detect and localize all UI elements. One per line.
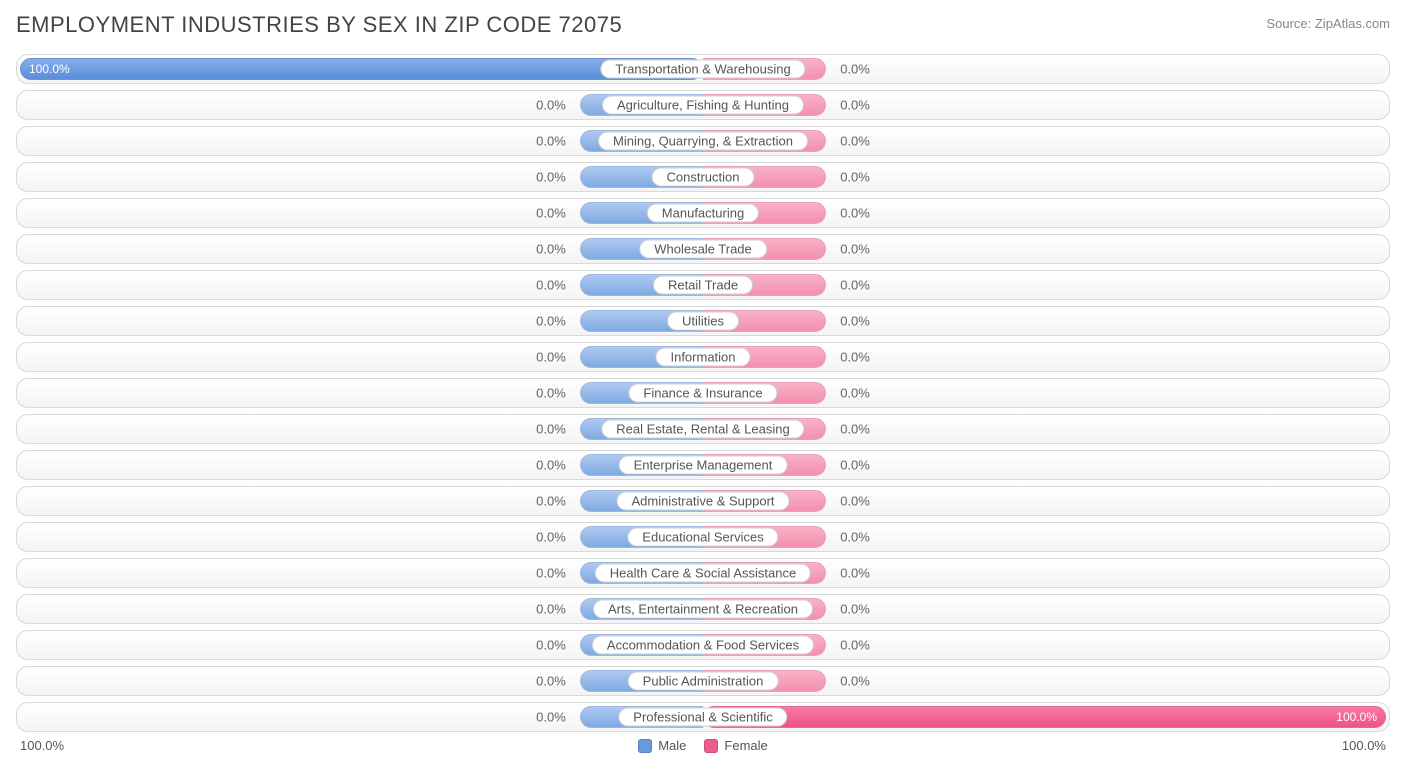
chart-row: 0.0% 0.0% Wholesale Trade [16,234,1390,264]
male-value: 0.0% [536,386,566,401]
male-value: 0.0% [536,134,566,149]
category-label: Real Estate, Rental & Leasing [601,420,804,439]
axis-left-label: 100.0% [20,738,64,753]
female-value: 0.0% [840,494,870,509]
female-bar: 100.0% [703,706,1386,728]
male-value: 0.0% [536,314,566,329]
chart-container: EMPLOYMENT INDUSTRIES BY SEX IN ZIP CODE… [0,0,1406,761]
chart-row: 0.0% 0.0% Public Administration [16,666,1390,696]
chart-row: 0.0% 0.0% Retail Trade [16,270,1390,300]
chart-footer: 100.0% Male Female 100.0% [16,738,1390,753]
male-value: 0.0% [536,170,566,185]
category-label: Agriculture, Fishing & Hunting [602,96,804,115]
category-label: Accommodation & Food Services [592,636,814,655]
female-value: 0.0% [840,314,870,329]
category-label: Information [655,348,750,367]
male-value: 0.0% [536,638,566,653]
male-value: 0.0% [536,242,566,257]
female-value: 0.0% [840,674,870,689]
female-value: 0.0% [840,530,870,545]
category-label: Arts, Entertainment & Recreation [593,600,813,619]
axis-right-label: 100.0% [1342,738,1386,753]
male-value: 0.0% [536,602,566,617]
male-value: 100.0% [29,62,70,76]
legend-female-label: Female [724,738,767,753]
chart-row: 0.0% 0.0% Health Care & Social Assistance [16,558,1390,588]
chart-area: 100.0% 0.0% Transportation & Warehousing 0.… [16,54,1390,732]
female-value: 0.0% [840,350,870,365]
category-label: Utilities [667,312,739,331]
chart-row: 0.0% 0.0% Arts, Entertainment & Recreation [16,594,1390,624]
male-value: 0.0% [536,206,566,221]
female-value: 0.0% [840,638,870,653]
female-value: 0.0% [840,458,870,473]
chart-row: 0.0% 0.0% Utilities [16,306,1390,336]
chart-row: 0.0% 100.0% Professional & Scientific [16,702,1390,732]
legend-male: Male [638,738,686,753]
category-label: Retail Trade [653,276,753,295]
category-label: Finance & Insurance [628,384,777,403]
chart-row: 0.0% 0.0% Mining, Quarrying, & Extraction [16,126,1390,156]
category-label: Wholesale Trade [639,240,767,259]
category-label: Construction [652,168,755,187]
chart-row: 0.0% 0.0% Manufacturing [16,198,1390,228]
category-label: Transportation & Warehousing [600,60,805,79]
female-value: 0.0% [840,422,870,437]
category-label: Mining, Quarrying, & Extraction [598,132,808,151]
female-value: 0.0% [840,602,870,617]
chart-row: 0.0% 0.0% Information [16,342,1390,372]
category-label: Enterprise Management [619,456,788,475]
chart-row: 0.0% 0.0% Construction [16,162,1390,192]
chart-title: EMPLOYMENT INDUSTRIES BY SEX IN ZIP CODE… [16,12,622,38]
male-value: 0.0% [536,422,566,437]
male-value: 0.0% [536,710,566,725]
category-label: Manufacturing [647,204,759,223]
category-label: Administrative & Support [616,492,789,511]
female-value: 0.0% [840,62,870,77]
male-value: 0.0% [536,494,566,509]
chart-row: 100.0% 0.0% Transportation & Warehousing [16,54,1390,84]
legend: Male Female [638,738,768,753]
chart-row: 0.0% 0.0% Accommodation & Food Services [16,630,1390,660]
legend-male-label: Male [658,738,686,753]
category-label: Professional & Scientific [618,708,787,727]
female-value: 0.0% [840,242,870,257]
female-value: 0.0% [840,134,870,149]
male-value: 0.0% [536,458,566,473]
male-value: 0.0% [536,530,566,545]
male-value: 0.0% [536,278,566,293]
female-value: 0.0% [840,98,870,113]
chart-row: 0.0% 0.0% Real Estate, Rental & Leasing [16,414,1390,444]
header: EMPLOYMENT INDUSTRIES BY SEX IN ZIP CODE… [16,12,1390,38]
female-value: 0.0% [840,386,870,401]
male-value: 0.0% [536,566,566,581]
male-value: 0.0% [536,350,566,365]
female-value: 0.0% [840,278,870,293]
male-swatch-icon [638,739,652,753]
female-value: 0.0% [840,566,870,581]
female-value: 0.0% [840,206,870,221]
category-label: Health Care & Social Assistance [595,564,811,583]
source-attribution: Source: ZipAtlas.com [1266,16,1390,31]
chart-row: 0.0% 0.0% Enterprise Management [16,450,1390,480]
category-label: Public Administration [628,672,779,691]
chart-row: 0.0% 0.0% Administrative & Support [16,486,1390,516]
chart-row: 0.0% 0.0% Agriculture, Fishing & Hunting [16,90,1390,120]
chart-row: 0.0% 0.0% Finance & Insurance [16,378,1390,408]
category-label: Educational Services [627,528,778,547]
male-value: 0.0% [536,98,566,113]
female-value: 0.0% [840,170,870,185]
female-swatch-icon [704,739,718,753]
female-value: 100.0% [1336,710,1377,724]
chart-row: 0.0% 0.0% Educational Services [16,522,1390,552]
male-value: 0.0% [536,674,566,689]
legend-female: Female [704,738,767,753]
